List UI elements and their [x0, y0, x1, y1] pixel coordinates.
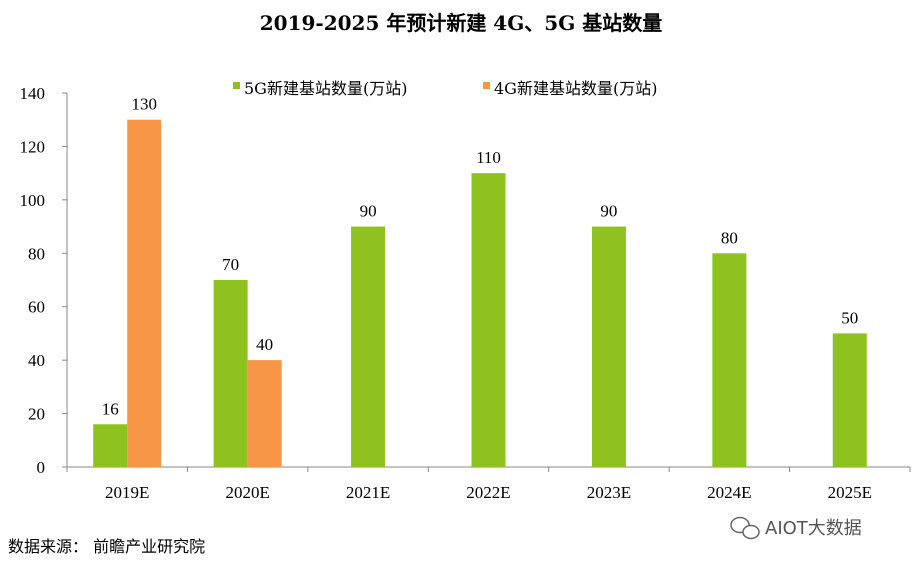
watermark: AIOT大数据: [730, 516, 862, 540]
legend-swatch: [233, 82, 240, 89]
x-tick-label: 2025E: [828, 483, 872, 502]
data-label: 50: [841, 308, 858, 327]
bar-4g: [247, 360, 282, 467]
y-tick-label: 20: [28, 405, 45, 424]
source-note: 数据来源： 前瞻产业研究院: [8, 537, 205, 556]
bar-5g: [351, 226, 386, 467]
chart-axes: 0 20 40 60 80 100 120 140 2019E 2020E 2021E 2022E 20…: [20, 84, 911, 502]
data-label: 110: [476, 148, 501, 167]
bar-5g: [712, 253, 747, 467]
y-tick-label: 140: [20, 84, 46, 103]
data-label: 130: [131, 95, 157, 114]
y-tick-label: 40: [28, 351, 45, 370]
data-label: 70: [222, 255, 239, 274]
bar-5g: [93, 424, 128, 467]
chart-data-labels: 16 130 70 40 90 110 90 80 50: [102, 95, 859, 419]
chart-title: 2019-2025 年预计新建 4G、5G 基站数量: [260, 11, 663, 35]
y-tick-label: 80: [28, 244, 45, 263]
y-tick-label: 0: [37, 458, 46, 477]
bar-5g: [213, 280, 248, 467]
bar-5g: [832, 333, 867, 467]
data-label: 90: [360, 202, 377, 221]
chart-legend: 5G新建基站数量(万站) 4G新建基站数量(万站): [233, 79, 657, 98]
data-label: 16: [102, 399, 119, 418]
bar-4g: [127, 119, 162, 467]
bar-5g: [591, 226, 626, 467]
x-tick-label: 2019E: [105, 483, 149, 502]
data-label: 40: [256, 335, 273, 354]
x-tick-label: 2021E: [346, 483, 390, 502]
legend-label: 5G新建基站数量(万站): [244, 79, 407, 98]
x-tick-label: 2022E: [466, 483, 510, 502]
y-tick-label: 60: [28, 298, 45, 317]
data-label: 90: [600, 202, 617, 221]
chart-bars: [93, 119, 867, 467]
x-tick-label: 2023E: [587, 483, 631, 502]
watermark-text: AIOT大数据: [765, 518, 862, 539]
x-tick-label: 2024E: [707, 483, 751, 502]
bar-5g: [471, 173, 506, 467]
legend-label: 4G新建基站数量(万站): [494, 79, 657, 98]
y-tick-label: 120: [20, 137, 46, 156]
wechat-icon: [730, 516, 760, 540]
legend-swatch: [483, 82, 490, 89]
x-tick-label: 2020E: [225, 483, 269, 502]
data-label: 80: [721, 228, 738, 247]
y-tick-label: 100: [20, 191, 46, 210]
